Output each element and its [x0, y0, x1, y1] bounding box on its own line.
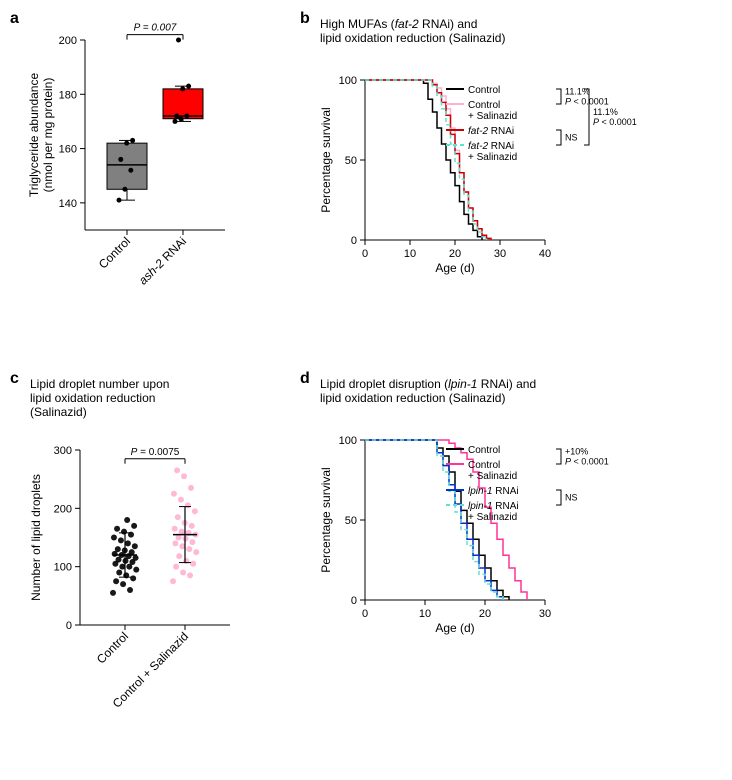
panel-a: a 140 160 180 200 Triglyceride abundance(nmo… [10, 10, 290, 350]
svg-text:Control: Control [468, 100, 500, 111]
svg-text:Control: Control [468, 460, 500, 471]
svg-text:200: 200 [54, 503, 72, 515]
svg-text:(Salinazid): (Salinazid) [30, 405, 87, 419]
svg-text:Percentage survival: Percentage survival [319, 107, 333, 212]
svg-text:+ Salinazid: + Salinazid [468, 471, 517, 482]
svg-text:ash-2 RNAi: ash-2 RNAi [136, 234, 189, 287]
svg-text:180: 180 [59, 89, 77, 101]
svg-text:Lipid droplet disruption (lpin: Lipid droplet disruption (lpin-1 RNAi) a… [320, 377, 536, 391]
svg-text:lipid oxidation reduction: lipid oxidation reduction [30, 391, 155, 405]
panel-d-label: d [300, 370, 310, 388]
svg-text:+ Salinazid: + Salinazid [468, 512, 517, 523]
svg-text:0: 0 [351, 235, 357, 247]
panel-c-label: c [10, 370, 19, 388]
svg-text:20: 20 [479, 608, 491, 620]
svg-text:Triglyceride abundance(nmol pe: Triglyceride abundance(nmol per mg prote… [27, 73, 55, 198]
svg-text:Percentage survival: Percentage survival [319, 467, 333, 572]
svg-text:Control: Control [468, 445, 500, 456]
svg-text:lipid oxidation reduction (Sal: lipid oxidation reduction (Salinazid) [320, 31, 505, 45]
svg-text:50: 50 [345, 155, 357, 167]
panel-a-chart: 140 160 180 200 Triglyceride abundance(nmol … [10, 10, 290, 350]
svg-text:Age (d): Age (d) [435, 621, 474, 635]
panel-a-label: a [10, 10, 19, 28]
svg-text:lipid oxidation reduction (Sal: lipid oxidation reduction (Salinazid) [320, 391, 505, 405]
svg-text:P < 0.0001: P < 0.0001 [593, 117, 637, 127]
svg-text:0: 0 [362, 248, 368, 260]
svg-text:+ Salinazid: + Salinazid [468, 111, 517, 122]
panel-b-chart: High MUFAs (fat-2 RNAi) andlipid oxidati… [300, 10, 730, 350]
svg-text:fat-2 RNAi: fat-2 RNAi [468, 126, 514, 137]
panel-b: b High MUFAs (fat-2 RNAi) andlipid oxida… [300, 10, 730, 350]
svg-text:Control: Control [96, 234, 133, 271]
svg-text:NS: NS [565, 133, 578, 143]
svg-text:140: 140 [59, 198, 77, 210]
svg-text:0: 0 [351, 595, 357, 607]
svg-text:P = 0.007: P = 0.007 [134, 23, 177, 34]
svg-text:160: 160 [59, 144, 77, 156]
svg-text:40: 40 [539, 248, 551, 260]
panel-c-chart: Lipid droplet number uponlipid oxidation… [10, 370, 290, 770]
svg-text:0: 0 [66, 620, 72, 632]
svg-text:P = 0.0075: P = 0.0075 [131, 447, 180, 458]
svg-text:20: 20 [449, 248, 461, 260]
panel-d-chart: Lipid droplet disruption (lpin-1 RNAi) a… [300, 370, 730, 770]
panel-b-label: b [300, 10, 310, 28]
svg-text:+ Salinazid: + Salinazid [468, 152, 517, 163]
svg-text:NS: NS [565, 493, 578, 503]
svg-text:Control: Control [468, 85, 500, 96]
svg-text:Age (d): Age (d) [435, 261, 474, 275]
figure-grid: a 140160180200Triglyceride abundance(nmo… [10, 10, 722, 770]
svg-text:High MUFAs (fat-2 RNAi) and: High MUFAs (fat-2 RNAi) and [320, 17, 477, 31]
svg-text:fat-2 RNAi: fat-2 RNAi [468, 141, 514, 152]
svg-text:200: 200 [59, 35, 77, 47]
svg-text:10: 10 [404, 248, 416, 260]
svg-text:P < 0.0001: P < 0.0001 [565, 457, 609, 467]
svg-text:Number of lipid droplets: Number of lipid droplets [29, 474, 43, 601]
svg-text:0: 0 [362, 608, 368, 620]
svg-text:lpin-1 RNAi: lpin-1 RNAi [468, 486, 519, 497]
svg-text:+10%: +10% [565, 447, 588, 457]
svg-text:100: 100 [54, 562, 72, 574]
svg-text:100: 100 [339, 435, 357, 447]
svg-text:50: 50 [345, 515, 357, 527]
svg-text:lpin-1 RNAi: lpin-1 RNAi [468, 501, 519, 512]
svg-text:100: 100 [339, 75, 357, 87]
svg-text:P < 0.0001: P < 0.0001 [565, 97, 609, 107]
svg-text:10: 10 [419, 608, 431, 620]
svg-text:300: 300 [54, 445, 72, 457]
panel-c: c Lipid droplet number uponlipid oxidati… [10, 370, 290, 770]
svg-text:30: 30 [539, 608, 551, 620]
svg-text:11.1%: 11.1% [565, 87, 590, 97]
svg-text:11.1%: 11.1% [593, 107, 618, 117]
svg-text:Lipid droplet number upon: Lipid droplet number upon [30, 377, 169, 391]
panel-d: d Lipid droplet disruption (lpin-1 RNAi)… [300, 370, 730, 770]
svg-text:30: 30 [494, 248, 506, 260]
svg-text:Control: Control [94, 629, 131, 666]
